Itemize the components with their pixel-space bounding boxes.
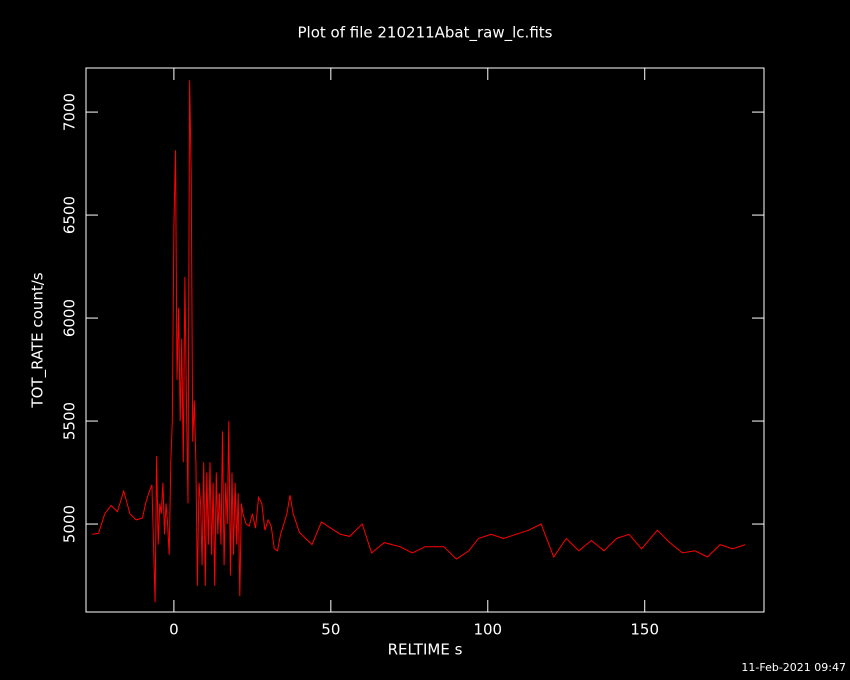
x-tick-label: 150 <box>630 621 659 639</box>
y-tick-label: 7000 <box>61 93 79 131</box>
y-tick-label: 5500 <box>61 402 79 440</box>
x-tick-label: 100 <box>473 621 502 639</box>
x-tick-label: 0 <box>169 621 179 639</box>
x-axis-label: RELTIME s <box>388 641 463 659</box>
light-curve <box>92 80 746 603</box>
y-axis-label: TOT_RATE count/s <box>29 272 48 408</box>
timestamp: 11-Feb-2021 09:47 <box>741 661 846 674</box>
y-tick-label: 6500 <box>61 196 79 234</box>
y-tick-label: 5000 <box>61 505 79 543</box>
plot-frame <box>85 67 765 613</box>
y-tick-label: 6000 <box>61 299 79 337</box>
x-tick-label: 50 <box>321 621 340 639</box>
chart-title: Plot of file 210211Abat_raw_lc.fits <box>298 24 553 43</box>
